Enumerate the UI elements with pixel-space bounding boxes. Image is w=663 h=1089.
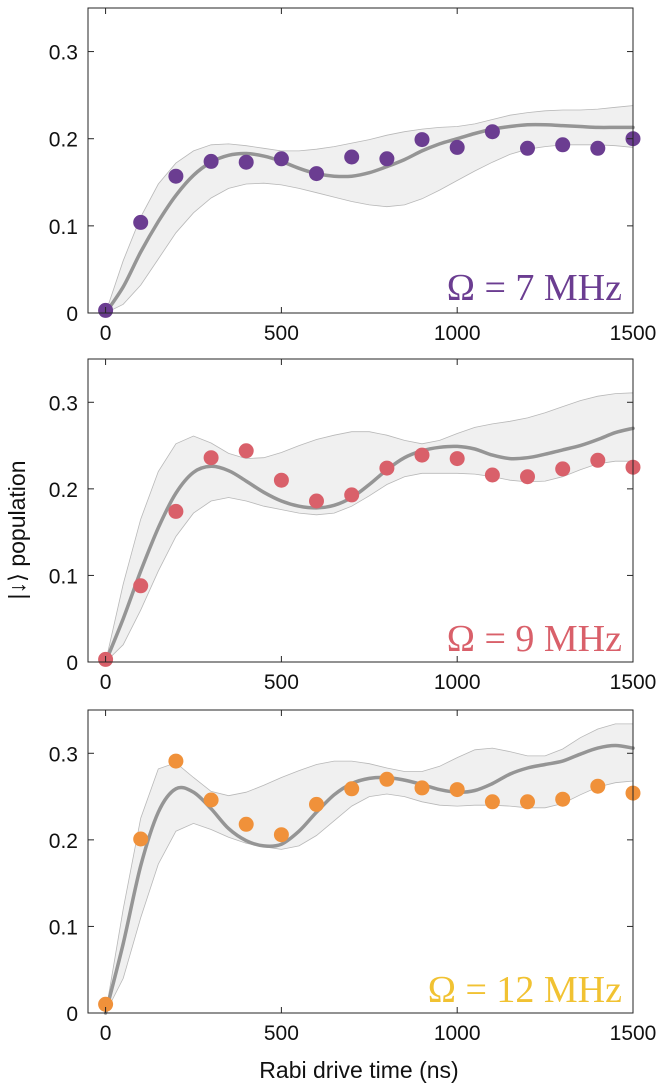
x-tick-label: 1500 — [610, 322, 657, 345]
data-point — [309, 493, 324, 509]
y-tick-label: 0 — [66, 652, 78, 675]
data-point — [238, 816, 254, 832]
panel-label: Ω = 12 MHz — [428, 969, 622, 1011]
data-point — [133, 831, 149, 847]
y-tick-label: 0.1 — [49, 565, 78, 588]
y-axis-title: |↓⟩ population — [4, 461, 30, 600]
panel-omega-12: 0 500 1000 1500 0 0.1 0.2 0.3 Ω = 12 MHz — [49, 709, 657, 1045]
x-tick-label: 0 — [100, 671, 112, 694]
y-tick-label: 0.2 — [49, 830, 78, 853]
x-tick-label: 0 — [100, 322, 112, 345]
x-tick-label: 1500 — [610, 671, 657, 694]
data-point — [590, 778, 606, 794]
data-point — [203, 450, 219, 466]
x-tick-label: 1000 — [434, 1022, 481, 1045]
x-tick-label: 500 — [264, 1022, 299, 1045]
axes-frame — [87, 358, 634, 663]
model-curve — [103, 122, 635, 315]
data-point — [379, 771, 395, 787]
data-point — [520, 469, 535, 485]
data-point — [238, 154, 254, 170]
y-tick-label: 0.2 — [49, 129, 78, 152]
data-point — [449, 782, 465, 798]
data-point — [484, 467, 500, 483]
data-point — [203, 153, 219, 169]
data-point — [98, 996, 114, 1012]
data-point — [168, 503, 184, 519]
data-point — [555, 791, 571, 807]
y-tick-label: 0 — [66, 303, 78, 326]
data-point — [133, 214, 149, 230]
data-point — [555, 137, 571, 153]
data-point — [590, 452, 606, 468]
x-tick-label: 500 — [264, 671, 299, 694]
data-point — [133, 578, 149, 594]
data-point — [344, 781, 360, 797]
x-tick-label: 1500 — [610, 1022, 657, 1045]
data-point — [238, 443, 254, 459]
y-tick-label: 0.1 — [49, 216, 78, 239]
data-point — [414, 132, 430, 148]
panel-omega-7: 0 500 1000 1500 0 0.1 0.2 0.3 Ω = 7 MHz — [49, 7, 657, 345]
data-point — [555, 461, 571, 477]
data-point — [168, 168, 184, 184]
data-point — [344, 149, 360, 165]
y-tick-label: 0.2 — [49, 479, 78, 502]
data-point — [168, 753, 184, 769]
y-tick-label: 0.1 — [49, 916, 78, 939]
panel-label: Ω = 9 MHz — [447, 618, 622, 660]
data-point — [449, 451, 465, 467]
data-point — [520, 794, 535, 810]
data-point — [273, 827, 289, 843]
data-point — [309, 166, 324, 182]
data-point — [273, 472, 289, 488]
data-point — [414, 447, 430, 463]
x-tick-label: 1000 — [434, 671, 481, 694]
data-point — [520, 140, 535, 156]
model-curve — [103, 743, 635, 1015]
x-tick-label: 500 — [264, 322, 299, 345]
data-point — [414, 780, 430, 796]
data-point — [344, 487, 360, 503]
y-tick-label: 0 — [66, 1003, 78, 1026]
y-tick-label: 0.3 — [49, 392, 78, 415]
data-point — [484, 124, 500, 140]
axes-frame — [87, 7, 634, 314]
y-tick-label: 0.3 — [49, 42, 78, 65]
data-point — [203, 792, 219, 808]
data-point — [449, 139, 465, 155]
data-point — [484, 794, 500, 810]
axes-frame — [87, 709, 634, 1014]
data-point — [379, 151, 395, 167]
data-point — [273, 151, 289, 167]
x-tick-label: 1000 — [434, 322, 481, 345]
y-tick-label: 0.3 — [49, 743, 78, 766]
panel-omega-9: 0 500 1000 1500 0 0.1 0.2 0.3 Ω = 9 MHz — [49, 358, 657, 694]
data-point — [309, 796, 324, 812]
panel-label: Ω = 7 MHz — [447, 267, 622, 309]
x-tick-label: 0 — [100, 1022, 112, 1045]
x-axis-title: Rabi drive time (ns) — [259, 1057, 458, 1083]
data-point — [590, 140, 606, 156]
model-curve — [103, 426, 635, 664]
data-point — [379, 460, 395, 476]
